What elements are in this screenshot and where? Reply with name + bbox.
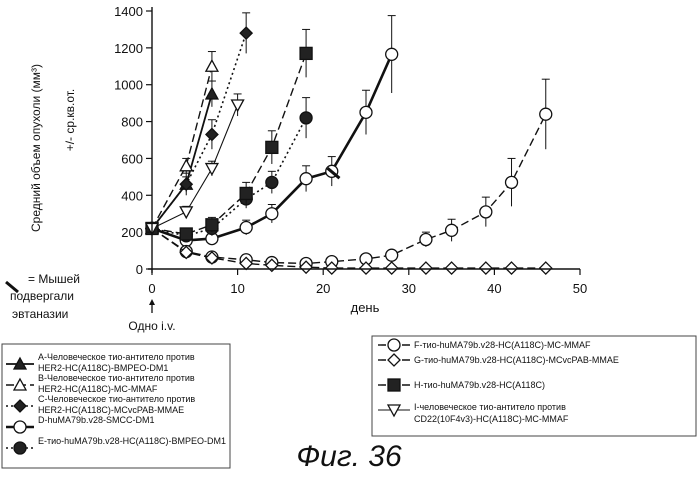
legend-label-cont: HER2-HC(A118C)-MC-MMAF bbox=[38, 384, 158, 394]
data-point bbox=[480, 206, 492, 218]
euthanasia-note-line3: эвтаназии bbox=[12, 307, 68, 321]
data-point bbox=[420, 234, 432, 246]
legend-marker bbox=[388, 339, 400, 351]
data-point bbox=[206, 219, 218, 231]
data-point bbox=[360, 106, 372, 118]
data-point bbox=[180, 160, 192, 171]
series-line-C bbox=[152, 33, 246, 228]
y-tick-label: 1000 bbox=[114, 78, 143, 93]
series-C bbox=[146, 13, 252, 235]
data-point bbox=[386, 48, 398, 60]
data-point bbox=[386, 262, 398, 274]
y-tick-label: 400 bbox=[121, 188, 143, 203]
data-point bbox=[240, 187, 252, 199]
legend-marker bbox=[14, 442, 26, 454]
data-point bbox=[180, 228, 192, 240]
legend-label-cont: CD22(10F4v3)-HC(A118C)-MC-MMAF bbox=[414, 414, 569, 424]
x-tick-label: 40 bbox=[487, 281, 501, 296]
data-point bbox=[232, 100, 244, 111]
legend-label: F-тио-huMA79b.v28-HC(A118C)-MC-MMAF bbox=[414, 340, 591, 350]
data-point bbox=[386, 249, 398, 261]
data-point bbox=[540, 262, 552, 274]
legend-label: D-huMA79b.v28-SMCC-DM1 bbox=[38, 415, 155, 425]
data-point bbox=[206, 60, 218, 71]
data-point bbox=[506, 176, 518, 188]
data-point bbox=[446, 262, 458, 274]
y-tick-label: 800 bbox=[121, 115, 143, 130]
y-tick-label: 600 bbox=[121, 151, 143, 166]
data-point bbox=[266, 141, 278, 153]
data-point bbox=[446, 224, 458, 236]
y-tick-label: 0 bbox=[136, 262, 143, 277]
legend-label: B-Человеческое тио-антитело против bbox=[38, 373, 195, 383]
x-tick-label: 0 bbox=[148, 281, 155, 296]
x-tick-label: 20 bbox=[316, 281, 330, 296]
y-tick-label: 200 bbox=[121, 225, 143, 240]
legend-label: C-Человеческое тио-антитело против bbox=[38, 394, 195, 404]
data-point bbox=[540, 108, 552, 120]
data-point bbox=[206, 128, 218, 140]
legend-label: A-Человеческое тио-антитело против bbox=[38, 352, 195, 362]
series-E bbox=[146, 98, 312, 242]
euthanasia-note-line2: подвергали bbox=[10, 289, 74, 303]
y-tick-label: 1400 bbox=[114, 4, 143, 19]
legend-marker bbox=[14, 421, 26, 433]
y-axis-sublabel: +/- ср.кв.от. bbox=[63, 89, 77, 152]
data-point bbox=[420, 262, 432, 274]
data-point bbox=[180, 207, 192, 218]
legend-label: G-тио-huMA79b.v28-HC(A118C)-MCvcPAB-MMAE bbox=[414, 355, 619, 365]
legend-marker bbox=[388, 379, 400, 391]
x-axis-label: день bbox=[351, 300, 380, 315]
data-point bbox=[506, 262, 518, 274]
data-point bbox=[206, 88, 218, 99]
plot-area bbox=[146, 13, 552, 274]
euthanasia-note-line1: = Мышей bbox=[28, 272, 80, 286]
legend-label-cont: HER2-HC(A118C)-BMPEO-DM1 bbox=[38, 363, 168, 373]
data-point bbox=[266, 208, 278, 220]
legend-label-cont: HER2-HC(A118C)-MCvcPAB-MMAE bbox=[38, 405, 184, 415]
data-point bbox=[300, 47, 312, 59]
x-tick-label: 10 bbox=[230, 281, 244, 296]
data-point bbox=[266, 176, 278, 188]
series-H bbox=[146, 29, 312, 240]
y-tick-label: 1200 bbox=[114, 41, 143, 56]
series-B bbox=[146, 52, 218, 234]
data-point bbox=[300, 173, 312, 185]
series-line-H bbox=[152, 53, 306, 234]
legend-label: I-человеческое тио-антитело против bbox=[414, 402, 566, 412]
data-point bbox=[300, 112, 312, 124]
legend-entry-G: G-тио-huMA79b.v28-HC(A118C)-MCvcPAB-MMAE bbox=[378, 354, 619, 366]
data-point bbox=[480, 262, 492, 274]
series-line-B bbox=[152, 66, 212, 228]
figure-label: Фиг. 36 bbox=[296, 440, 402, 473]
y-axis-label: Средний объем опухоли (мм³) bbox=[29, 64, 43, 232]
data-point bbox=[240, 222, 252, 234]
legend-label: H-тио-huMA79b.v28-HC(A118C) bbox=[414, 380, 545, 390]
series-line-E bbox=[152, 118, 306, 236]
data-point bbox=[206, 164, 218, 175]
chart-figure: день Средний объем опухоли (мм³) +/- ср.… bbox=[0, 0, 699, 478]
legend-label: E-тио-huMA79b.v28-HC(A118C)-BMPEO-DM1 bbox=[38, 436, 226, 446]
x-tick-label: 30 bbox=[402, 281, 416, 296]
dosing-label: Одно i.v. bbox=[128, 319, 175, 333]
data-point bbox=[240, 27, 252, 39]
x-tick-label: 50 bbox=[573, 281, 587, 296]
dosing-arrowhead-icon bbox=[149, 299, 155, 305]
